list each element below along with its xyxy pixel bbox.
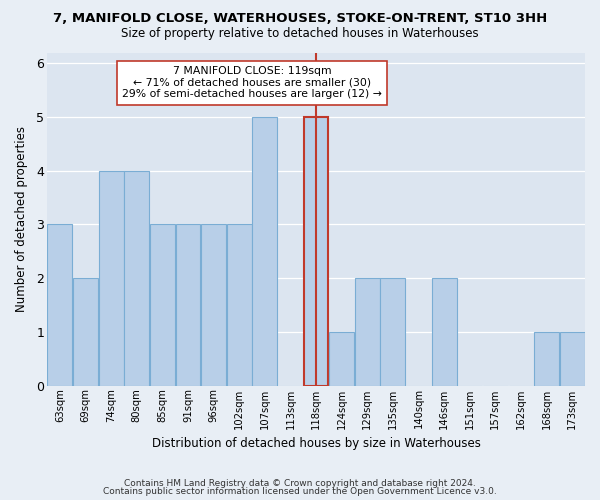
Bar bbox=[99, 170, 124, 386]
Bar bbox=[329, 332, 354, 386]
Text: 7 MANIFOLD CLOSE: 119sqm
← 71% of detached houses are smaller (30)
29% of semi-d: 7 MANIFOLD CLOSE: 119sqm ← 71% of detach… bbox=[122, 66, 382, 99]
Text: Size of property relative to detached houses in Waterhouses: Size of property relative to detached ho… bbox=[121, 28, 479, 40]
Bar bbox=[253, 117, 277, 386]
Bar bbox=[150, 224, 175, 386]
Text: 7, MANIFOLD CLOSE, WATERHOUSES, STOKE-ON-TRENT, ST10 3HH: 7, MANIFOLD CLOSE, WATERHOUSES, STOKE-ON… bbox=[53, 12, 547, 26]
Bar bbox=[73, 278, 98, 386]
Bar bbox=[380, 278, 406, 386]
Bar bbox=[47, 224, 73, 386]
Bar bbox=[432, 278, 457, 386]
Bar bbox=[201, 224, 226, 386]
Text: Contains HM Land Registry data © Crown copyright and database right 2024.: Contains HM Land Registry data © Crown c… bbox=[124, 478, 476, 488]
Y-axis label: Number of detached properties: Number of detached properties bbox=[15, 126, 28, 312]
Bar bbox=[124, 170, 149, 386]
Text: Contains public sector information licensed under the Open Government Licence v3: Contains public sector information licen… bbox=[103, 487, 497, 496]
Bar bbox=[176, 224, 200, 386]
Bar bbox=[534, 332, 559, 386]
Bar bbox=[560, 332, 584, 386]
X-axis label: Distribution of detached houses by size in Waterhouses: Distribution of detached houses by size … bbox=[152, 437, 481, 450]
Bar bbox=[355, 278, 380, 386]
Bar bbox=[227, 224, 251, 386]
Bar bbox=[304, 117, 328, 386]
